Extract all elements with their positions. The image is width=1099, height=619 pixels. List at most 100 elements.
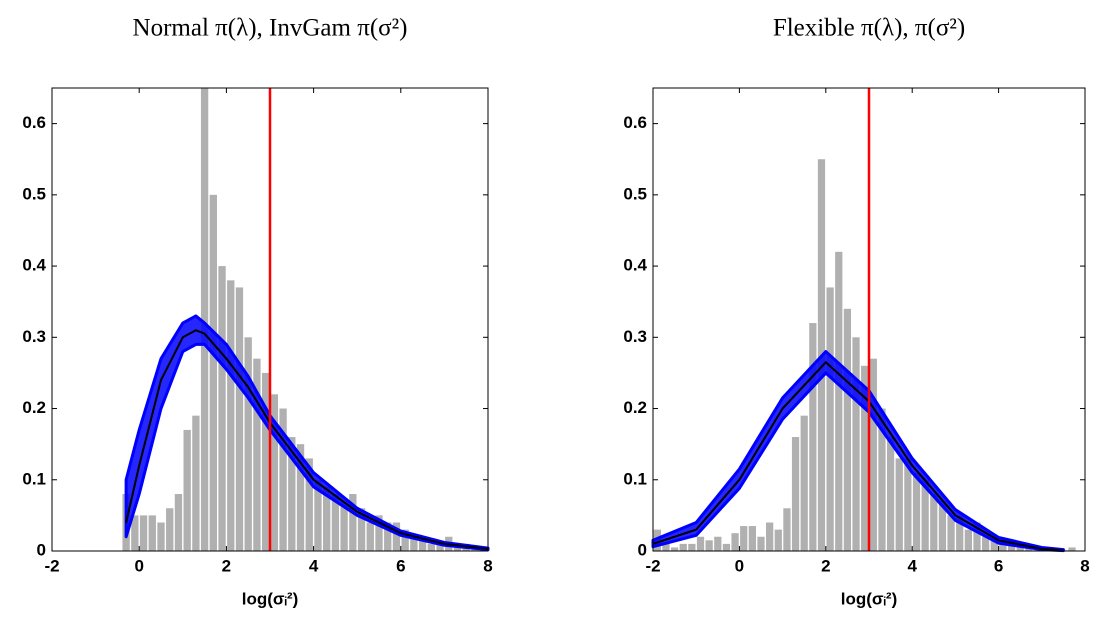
histogram-bar <box>218 266 226 551</box>
histogram-bar <box>791 437 800 551</box>
histogram-bar <box>696 536 705 551</box>
histogram-bar <box>662 543 670 551</box>
x-tick-label: -2 <box>44 556 59 575</box>
chart-title: Normal π(λ), InvGam π(σ²) <box>133 15 408 42</box>
y-tick-label: 0.1 <box>623 469 647 488</box>
histogram-bar <box>740 526 748 551</box>
histogram-bar <box>809 323 817 551</box>
histogram-bar <box>766 522 774 551</box>
chart-title: Flexible π(λ), π(σ²) <box>773 15 965 42</box>
histogram-bar <box>392 522 401 551</box>
panel: Normal π(λ), InvGam π(σ²) 0 0.1 0.2 0.3 0.4 0.… <box>22 15 492 609</box>
y-tick-label: 0.2 <box>623 398 647 417</box>
histogram-bar <box>930 494 938 551</box>
histogram-bar <box>200 88 209 551</box>
histogram-bar <box>384 522 392 551</box>
histogram-bar <box>904 458 912 551</box>
axes-box <box>51 87 489 552</box>
histogram-bar <box>774 529 782 551</box>
histogram-bar <box>261 372 270 551</box>
histogram-bar <box>990 536 998 551</box>
x-tick-label: 6 <box>994 556 1003 575</box>
histogram-bar <box>174 494 183 551</box>
x-tick-label: 2 <box>222 556 231 575</box>
histogram-bar <box>418 536 427 551</box>
y-tick-label: 0.5 <box>623 184 647 203</box>
histogram-bar <box>731 533 739 551</box>
histogram-bar <box>427 543 435 551</box>
y-tick-label: 0.2 <box>22 398 46 417</box>
density-line <box>125 329 489 550</box>
histogram-bar <box>157 522 165 551</box>
histogram-bar <box>288 437 296 551</box>
histogram-bar <box>869 358 877 551</box>
histogram-bar <box>270 394 279 551</box>
histogram-bar <box>305 458 313 551</box>
histogram-bar <box>705 540 713 551</box>
x-tick-label: 8 <box>483 556 492 575</box>
x-axis-label: log(σᵢ²) <box>242 589 299 608</box>
y-tick-label: 0.4 <box>623 256 647 275</box>
y-tick-label: 0.4 <box>22 256 46 275</box>
histogram-bar <box>349 494 357 551</box>
x-tick-label: 0 <box>735 556 744 575</box>
histogram-bar <box>670 547 679 551</box>
histogram-bar <box>357 508 366 551</box>
histogram-bar <box>323 486 331 551</box>
histogram-bar <box>783 508 791 551</box>
histogram-bar <box>1025 547 1033 551</box>
histogram-bar <box>410 536 418 551</box>
histogram-bar <box>714 536 722 551</box>
histogram-bar <box>331 494 340 551</box>
histogram-bar <box>688 543 696 551</box>
histogram-bar <box>148 515 156 551</box>
histogram-bar <box>722 543 731 551</box>
histogram-bar <box>956 515 964 551</box>
histogram-bar <box>861 365 869 551</box>
histogram-bar <box>139 515 148 551</box>
histogram-bar <box>131 515 139 551</box>
y-tick-label: 0.6 <box>22 113 46 132</box>
histogram-bar <box>183 429 191 551</box>
histogram-bar <box>436 543 444 551</box>
histogram-bar <box>679 543 687 551</box>
y-tick-label: 0 <box>638 540 647 559</box>
histogram-bar <box>314 479 322 551</box>
y-tick-label: 0.5 <box>22 184 46 203</box>
histogram-bar <box>878 408 886 551</box>
histogram-bar <box>366 522 374 551</box>
histogram-bar <box>227 280 235 551</box>
x-tick-label: 4 <box>907 556 917 575</box>
histogram-bar <box>1068 547 1076 551</box>
y-tick-label: 0.1 <box>22 469 46 488</box>
histogram-bar <box>895 458 903 551</box>
histogram-bar <box>999 540 1007 551</box>
histogram-bar <box>886 437 895 551</box>
panel: Flexible π(λ), π(σ²) 0 0.1 0.2 0.3 0.4 0.5 0.6 -… <box>623 15 1089 609</box>
histogram-bar <box>209 194 217 551</box>
y-tick-label: 0.3 <box>623 327 647 346</box>
histogram-bar <box>826 287 834 551</box>
histogram-bar <box>938 501 947 551</box>
histogram-bar <box>757 536 765 551</box>
histogram-bar <box>835 251 843 552</box>
x-axis-label: log(σᵢ²) <box>841 589 898 608</box>
histogram-bar <box>244 337 252 551</box>
histogram-bar <box>279 408 287 551</box>
histogram-bar <box>401 529 409 551</box>
histogram-bar <box>296 444 305 551</box>
histogram-bar <box>1007 543 1016 551</box>
x-tick-label: 8 <box>1080 556 1089 575</box>
y-tick-label: 0.6 <box>623 113 647 132</box>
histogram-bar <box>852 337 860 551</box>
histogram-bar <box>253 358 261 551</box>
histogram-bar <box>235 287 244 551</box>
histogram-bar <box>192 415 200 551</box>
y-tick-label: 0 <box>37 540 46 559</box>
histogram-bar <box>800 415 808 551</box>
x-tick-label: 2 <box>821 556 830 575</box>
x-tick-label: -2 <box>645 556 660 575</box>
histogram-bar <box>982 536 990 551</box>
histogram-bar <box>947 515 955 551</box>
x-tick-label: 0 <box>134 556 143 575</box>
